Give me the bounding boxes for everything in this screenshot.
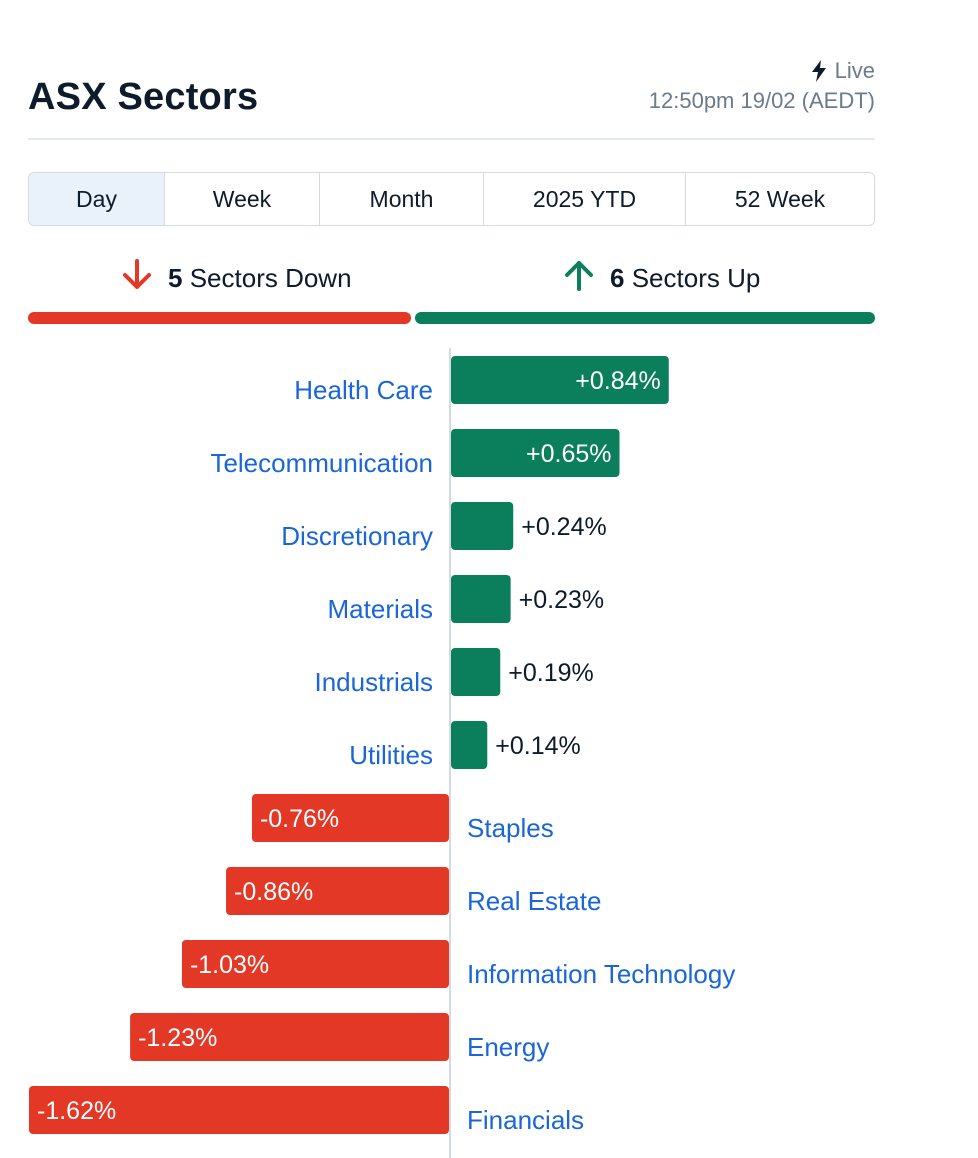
arrow-up-icon — [562, 258, 596, 299]
tab-week[interactable]: Week — [165, 173, 320, 225]
tab-2025-ytd[interactable]: 2025 YTD — [484, 173, 686, 225]
tab-month[interactable]: Month — [320, 173, 484, 225]
tab-day[interactable]: Day — [29, 173, 165, 225]
period-tabs: Day Week Month 2025 YTD 52 Week — [28, 172, 875, 226]
sector-link-industrials[interactable]: Industrials — [315, 667, 434, 697]
value-label-utilities: +0.14% — [495, 732, 580, 760]
value-label-real-estate: -0.86% — [234, 878, 313, 906]
value-label-industrials: +0.19% — [508, 659, 594, 687]
live-indicator: Live — [811, 58, 875, 84]
sectors-up-summary: 6 Sectors Up — [562, 258, 760, 299]
bar-materials — [451, 575, 511, 623]
live-label: Live — [834, 58, 875, 83]
bar-health-care — [451, 356, 669, 404]
sector-link-materials[interactable]: Materials — [328, 594, 433, 624]
sector-link-telecommunication[interactable]: Telecommunication — [210, 448, 433, 478]
tab-52-week[interactable]: 52 Week — [734, 186, 826, 212]
value-label-financials: -1.62% — [37, 1097, 116, 1125]
sector-link-utilities[interactable]: Utilities — [349, 740, 433, 770]
value-label-health-care: +0.84% — [575, 367, 661, 395]
sector-link-staples[interactable]: Staples — [467, 813, 554, 843]
sector-link-discretionary[interactable]: Discretionary — [281, 521, 433, 551]
bar-real-estate — [226, 867, 449, 915]
value-label-energy: -1.23% — [138, 1024, 217, 1052]
asx-sectors-widget: ASX Sectors Live 12:50pm 19/02 (AEDT) Da… — [28, 50, 875, 1158]
sector-bar-chart: +0.84% Health Care +0.65% Telecommunication… — [29, 348, 735, 1158]
sectors-down-label: Sectors Down — [189, 263, 352, 293]
widget-title: ASX Sectors — [28, 76, 259, 118]
sector-link-information-technology[interactable]: Information Technology — [467, 959, 735, 989]
sector-link-real-estate[interactable]: Real Estate — [467, 886, 601, 916]
widget-header: ASX Sectors Live 12:50pm 19/02 (AEDT) — [28, 50, 875, 140]
sectors-up-label: Sectors Up — [631, 263, 761, 293]
sector-link-energy[interactable]: Energy — [467, 1032, 549, 1062]
value-label-telecommunication: +0.65% — [526, 440, 612, 468]
lightning-icon — [811, 60, 827, 82]
bar-utilities — [451, 721, 488, 769]
bar-industrials — [451, 648, 501, 696]
bar-energy — [130, 1013, 449, 1061]
sector-link-financials[interactable]: Financials — [467, 1105, 584, 1135]
value-label-discretionary: +0.24% — [521, 513, 607, 541]
bar-telecommunication — [451, 429, 620, 477]
value-label-information-technology: -1.03% — [190, 951, 269, 979]
arrow-down-icon — [120, 258, 154, 299]
up-down-balance-bar — [28, 312, 875, 324]
sector-link-health-care[interactable]: Health Care — [294, 375, 433, 405]
sectors-down-count: 5 — [168, 263, 183, 293]
sector-summary: 5 Sectors Down 6 Sectors Up — [28, 258, 875, 302]
value-label-materials: +0.23% — [519, 586, 605, 614]
bar-information-technology — [181, 940, 450, 988]
balance-bar-up — [415, 312, 875, 324]
bar-financials — [29, 1086, 449, 1134]
timestamp: 12:50pm 19/02 (AEDT) — [648, 88, 875, 113]
sectors-up-count: 6 — [610, 263, 625, 293]
balance-bar-down — [28, 312, 411, 324]
value-label-staples: -0.76% — [260, 805, 339, 833]
sectors-down-summary: 5 Sectors Down — [120, 258, 352, 299]
bar-discretionary — [451, 502, 514, 550]
bar-staples — [251, 794, 449, 842]
